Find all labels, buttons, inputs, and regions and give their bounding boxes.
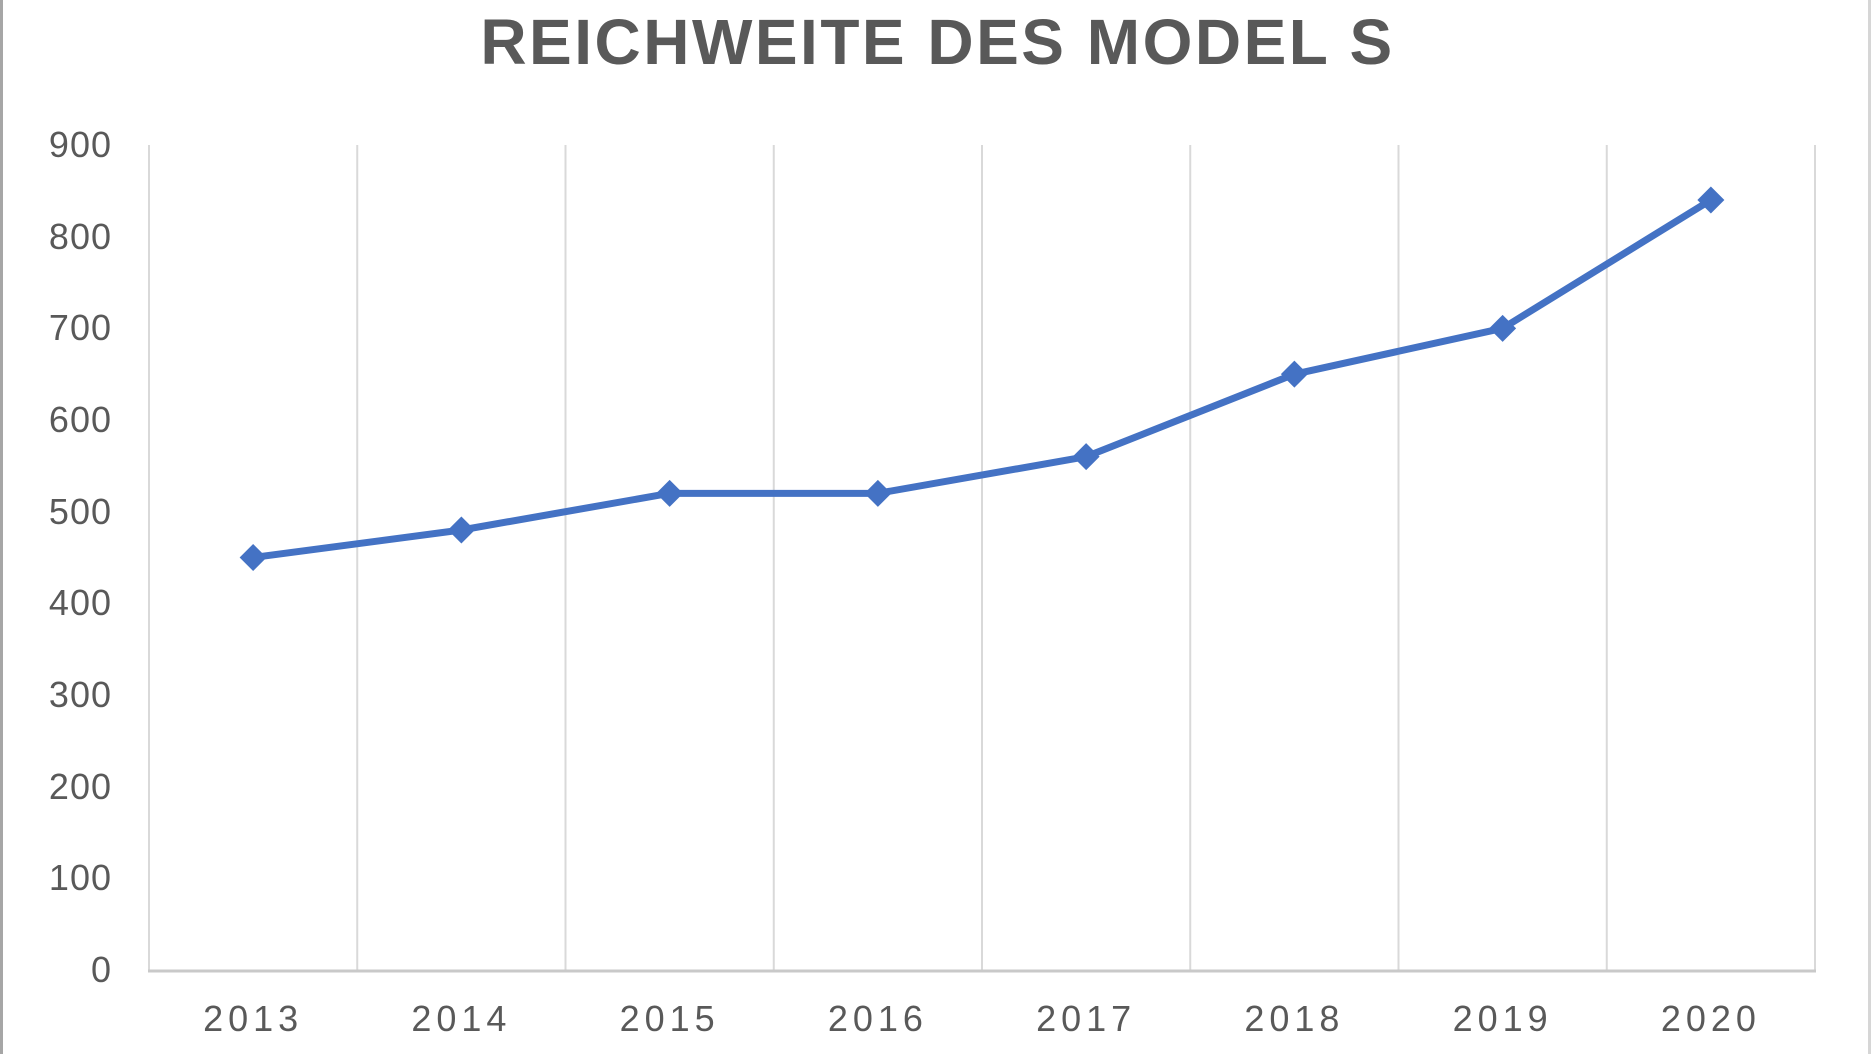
chart-title: REICHWEITE DES MODEL S	[480, 6, 1395, 78]
x-tick-label: 2018	[1244, 998, 1345, 1039]
y-tick-label: 800	[48, 215, 112, 257]
data-series-line	[249, 196, 1715, 561]
y-tick-label: 200	[48, 765, 112, 807]
data-point-marker	[864, 479, 892, 507]
x-tick-label: 2019	[1452, 998, 1553, 1039]
x-tick-label: 2017	[1036, 998, 1137, 1039]
data-point-marker	[1697, 186, 1725, 214]
y-tick-label: 600	[48, 399, 112, 440]
y-tick-label: 900	[48, 124, 112, 165]
y-tick-label: 100	[48, 857, 112, 899]
canvas-border-left	[0, 0, 3, 1054]
y-tick-label: 700	[48, 307, 112, 349]
data-point-marker	[1489, 314, 1517, 342]
y-tick-label: 500	[48, 490, 112, 532]
y-tick-label: 0	[90, 949, 112, 990]
x-tick-label: 2016	[827, 998, 928, 1039]
y-tick-label: 400	[48, 582, 112, 624]
canvas-border-right	[1868, 0, 1871, 1054]
data-point-marker	[656, 479, 684, 507]
y-tick-label: 300	[48, 674, 112, 715]
x-tick-label: 2013	[203, 998, 304, 1039]
x-tick-label: 2020	[1660, 998, 1761, 1039]
data-point-marker	[239, 544, 267, 571]
data-point-marker	[447, 516, 475, 544]
x-tick-label: 2015	[619, 998, 720, 1039]
data-point-marker	[1072, 443, 1100, 471]
data-point-marker	[1280, 360, 1308, 388]
x-tick-label: 2014	[411, 998, 512, 1039]
